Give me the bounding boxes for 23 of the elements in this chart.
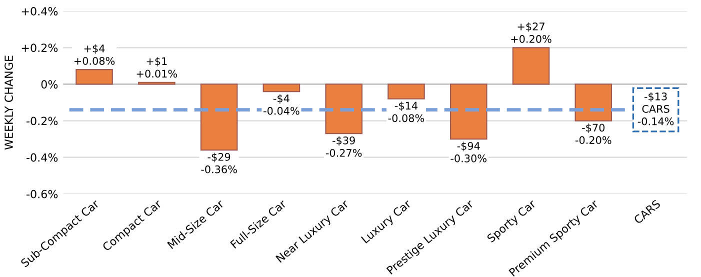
data-label: -$70 -0.20% [575,124,612,144]
data-label: +$27 +0.20% [511,22,552,43]
bar [200,84,238,151]
data-label: -$4 -0.04% [264,94,300,115]
data-label: +$1 +0.01% [136,57,178,78]
y-tick-label: +0.4% [22,7,58,16]
data-label: -$94 -0.30% [450,142,486,162]
y-tick-label: -0.2% [26,116,58,126]
y-axis-title: WEEKLY CHANGE [4,56,13,150]
y-tick-label: +0.2% [22,44,58,52]
ref-line-label: -$13 CARS -0.14% [638,92,674,126]
data-label: +$4 +0.08% [74,44,115,65]
bar [325,84,362,134]
y-tick-label: -0.6% [26,190,58,198]
bar [262,84,300,92]
data-label: -$29 -0.36% [201,152,237,174]
bar [450,84,488,140]
y-tick-label: -0.4% [26,153,58,162]
data-label: -$14 -0.08% [388,102,424,122]
bar [76,69,113,85]
y-tick-label: 0% [41,80,58,89]
data-label: -$39 -0.27% [326,136,362,157]
bar [388,84,425,100]
